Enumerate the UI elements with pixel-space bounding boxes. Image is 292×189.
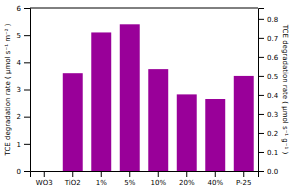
tick-mark — [101, 171, 102, 177]
tick-label: 1 — [17, 141, 21, 149]
tick-mark — [24, 90, 30, 91]
tick: WO3 — [36, 171, 53, 187]
tick-mark — [258, 95, 264, 96]
tick-mark — [44, 171, 45, 177]
tick-mark — [158, 171, 159, 177]
bar — [234, 76, 254, 171]
bar — [34, 171, 54, 172]
tick-mark — [186, 171, 187, 177]
tick: 0.6 — [258, 54, 279, 62]
frame-line — [30, 8, 258, 9]
axis-line — [259, 9, 265, 172]
tick-label: 0.2 — [267, 130, 278, 138]
tick-label: 20% — [179, 179, 195, 187]
tick-label: WO3 — [36, 179, 53, 187]
tick-mark — [24, 35, 30, 36]
tick-mark — [258, 76, 264, 77]
tick-label: 40% — [207, 179, 223, 187]
tick-mark — [24, 117, 30, 118]
tick-mark — [72, 171, 73, 177]
tick: 0.4 — [258, 92, 279, 100]
tick: 0.2 — [258, 130, 278, 138]
axis-line — [24, 9, 31, 172]
tick: 0 — [17, 168, 30, 176]
y2-axis-title: TCE degradation rate ( μmol s⁻¹ g⁻¹ ) — [281, 24, 289, 155]
tick-mark — [258, 114, 264, 115]
tick-mark — [258, 19, 264, 20]
tick-mark — [215, 171, 216, 177]
tick-label: 4 — [17, 59, 22, 67]
tick-mark — [24, 62, 30, 63]
tick-label: 0.8 — [267, 16, 278, 24]
axis-line — [31, 172, 259, 178]
tick: 0.5 — [258, 73, 278, 81]
tick-label: 6 — [17, 5, 22, 13]
tick: 40% — [207, 171, 223, 187]
tick-label: 0.1 — [267, 149, 278, 157]
tick-label: 5 — [17, 32, 21, 40]
chart: WO3 TiO2 1% 5% 10% 20% 40% P-25 0 1 2 3 4 5 6 0.0 0.1 0.2… — [0, 0, 292, 189]
tick-mark — [258, 152, 264, 153]
tick-mark — [258, 171, 264, 172]
tick-label: 3 — [17, 86, 21, 94]
bar — [205, 99, 225, 171]
tick: P-25 — [236, 171, 252, 187]
tick-label: 0.7 — [267, 35, 278, 43]
tick-label: TiO2 — [64, 179, 81, 187]
y2-axis: 0.0 0.1 0.2 0.3 0.4 0.5 0.6 0.7 0.8 — [258, 9, 279, 176]
tick-label: 0.5 — [267, 73, 278, 81]
tick: 1 — [17, 141, 30, 149]
tick: TiO2 — [64, 171, 81, 187]
tick: 5 — [17, 32, 30, 40]
tick-label: 10% — [150, 179, 166, 187]
y-axis-title: TCE degradation rate ( μmol s⁻¹ m⁻² ) — [4, 23, 12, 156]
tick-label: 0.6 — [267, 54, 279, 62]
tick-label: 1% — [96, 179, 107, 187]
tick-mark — [258, 133, 264, 134]
tick-mark — [258, 57, 264, 58]
tick-mark — [258, 38, 264, 39]
tick: 5% — [124, 171, 135, 187]
tick-mark — [24, 8, 30, 9]
tick: 10% — [150, 171, 166, 187]
tick-mark — [24, 144, 30, 145]
tick: 6 — [17, 5, 30, 13]
tick: 0.1 — [258, 149, 278, 157]
tick-mark — [243, 171, 244, 177]
tick: 20% — [179, 171, 195, 187]
tick-mark — [129, 171, 130, 177]
y-axis: 0 1 2 3 4 5 6 — [17, 5, 31, 176]
tick: 2 — [17, 113, 30, 121]
plot: WO3 TiO2 1% 5% 10% 20% 40% P-25 0 1 2 3 4 5 6 0.0 0.1 0.2… — [17, 5, 279, 187]
bar — [120, 24, 140, 171]
tick-label: 5% — [124, 179, 135, 187]
tick: 4 — [17, 59, 30, 67]
tick: 0.8 — [258, 16, 278, 24]
tick-label: 0 — [17, 168, 21, 176]
tick-label: P-25 — [236, 179, 252, 187]
bar — [91, 32, 111, 171]
tick-label: 0.3 — [267, 111, 278, 119]
tick: 3 — [17, 86, 30, 94]
tick-mark — [24, 171, 30, 172]
tick-label: 0.0 — [267, 168, 278, 176]
bar — [148, 69, 168, 171]
tick: 0.0 — [258, 168, 278, 176]
tick: 1% — [96, 171, 107, 187]
tick: 0.7 — [258, 35, 278, 43]
x-axis: WO3 TiO2 1% 5% 10% 20% 40% P-25 — [31, 171, 259, 187]
bar — [177, 94, 197, 171]
tick-label: 2 — [17, 113, 21, 121]
bars — [63, 24, 254, 171]
bar — [63, 73, 83, 171]
tick: 0.3 — [258, 111, 278, 119]
tick-label: 0.4 — [267, 92, 279, 100]
